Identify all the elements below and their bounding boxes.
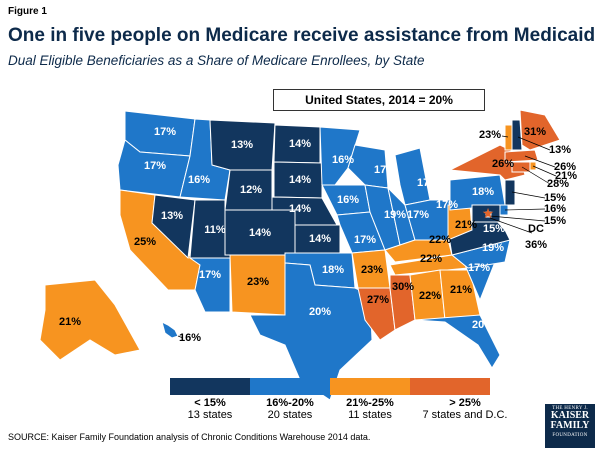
value-label-al: 22% <box>419 290 441 302</box>
value-label-ia: 16% <box>337 194 359 206</box>
state-dc <box>485 211 492 218</box>
value-label-az: 17% <box>199 269 221 281</box>
legend-item-4: > 25% 7 states and D.C. <box>422 397 508 421</box>
legend-swatch-4 <box>410 378 490 395</box>
state-me <box>519 109 561 151</box>
legend-swatch-1 <box>170 378 250 395</box>
value-label-nv: 13% <box>161 210 183 222</box>
leader-line-md <box>489 215 546 222</box>
value-label-wy: 12% <box>240 184 262 196</box>
value-label-mi: 17% <box>417 177 439 189</box>
dc-star-icon: ★ <box>482 205 495 221</box>
chart-title: One in five people on Medicare receive a… <box>8 25 596 46</box>
us-average-box: United States, 2014 = 20% <box>273 89 485 111</box>
legend-swatch-2 <box>250 378 330 395</box>
legend-item-3: 21%-25% 11 states <box>346 397 394 421</box>
value-label-mn: 16% <box>332 154 354 166</box>
state-la <box>357 287 396 341</box>
leader-line-nj <box>511 191 546 199</box>
value-label-id: 16% <box>188 174 210 186</box>
value-label-dc: 36% <box>525 239 547 251</box>
chart-subtitle: Dual Eligible Beneficiaries as a Share o… <box>8 53 425 68</box>
state-nv <box>151 194 196 260</box>
value-label-vt: 23% <box>479 129 501 141</box>
state-ak <box>39 279 141 361</box>
legend-item-2: 16%-20% 20 states <box>266 397 314 421</box>
value-label-nj: 15% <box>544 192 566 204</box>
value-label-tn: 22% <box>420 253 442 265</box>
leader-line-dc <box>489 217 533 234</box>
value-label-or: 17% <box>144 160 166 172</box>
value-label-nh: 13% <box>549 144 571 156</box>
value-label-nm: 23% <box>247 276 269 288</box>
value-label-mt: 13% <box>231 139 253 151</box>
value-label-ct: 28% <box>547 178 569 190</box>
state-mn <box>319 126 361 186</box>
state-ma <box>504 149 539 163</box>
value-label-ar: 23% <box>361 264 383 276</box>
value-label-va: 15% <box>483 223 505 235</box>
value-label-oh: 17% <box>436 199 458 211</box>
value-label-wv: 21% <box>455 219 477 231</box>
value-label-la: 27% <box>367 294 389 306</box>
source-note: SOURCE: Kaiser Family Foundation analysi… <box>8 432 371 442</box>
state-fl <box>414 314 501 369</box>
value-label-tx: 20% <box>309 306 331 318</box>
value-label-ri: 21% <box>555 170 577 182</box>
legend-swatch-3 <box>330 378 410 395</box>
value-label-nc: 19% <box>482 242 504 254</box>
value-label-ma: 26% <box>554 161 576 173</box>
leader-line-ri <box>532 165 557 177</box>
value-label-ca: 25% <box>134 236 156 248</box>
state-ms <box>389 274 416 331</box>
value-label-ms: 30% <box>392 281 414 293</box>
value-label-ks: 14% <box>309 233 331 245</box>
state-name-dc: DC <box>528 223 544 235</box>
figure-label: Figure 1 <box>8 6 47 17</box>
kff-logo: THE HENRY J. KAISER FAMILY FOUNDATION <box>545 404 595 448</box>
leader-line-ct <box>521 166 551 185</box>
value-label-wi: 17% <box>374 164 396 176</box>
value-label-ak: 21% <box>59 316 81 328</box>
value-label-il: 19% <box>384 209 406 221</box>
value-label-wa: 17% <box>154 126 176 138</box>
state-hi <box>161 321 179 339</box>
value-label-ok: 18% <box>322 264 344 276</box>
value-label-sc: 17% <box>468 262 490 274</box>
value-label-ut: 11% <box>204 224 226 236</box>
value-label-ky: 22% <box>429 234 451 246</box>
value-label-in: 17% <box>407 209 429 221</box>
leader-line-nh <box>517 136 551 151</box>
value-label-de: 16% <box>544 203 566 215</box>
legend-item-1: < 15% 13 states <box>187 397 233 421</box>
value-label-md: 15% <box>544 215 566 227</box>
leader-line-de <box>504 208 546 211</box>
leader-line-ma <box>524 155 556 168</box>
leader-line-hi <box>177 335 184 339</box>
leader-line-vt <box>501 135 509 138</box>
value-label-me: 31% <box>524 126 546 138</box>
value-label-sd: 14% <box>289 174 311 186</box>
value-label-mo: 17% <box>354 234 376 246</box>
value-label-fl: 20% <box>472 319 494 331</box>
value-label-ga: 21% <box>450 284 472 296</box>
value-label-co: 14% <box>249 227 271 239</box>
value-label-ny: 26% <box>492 158 514 170</box>
state-nj <box>504 179 516 206</box>
state-vt <box>504 124 513 151</box>
value-label-pa: 18% <box>472 186 494 198</box>
state-nh <box>511 119 523 151</box>
value-label-ne: 14% <box>289 203 311 215</box>
value-label-hi: 16% <box>179 332 201 344</box>
value-label-nd: 14% <box>289 138 311 150</box>
